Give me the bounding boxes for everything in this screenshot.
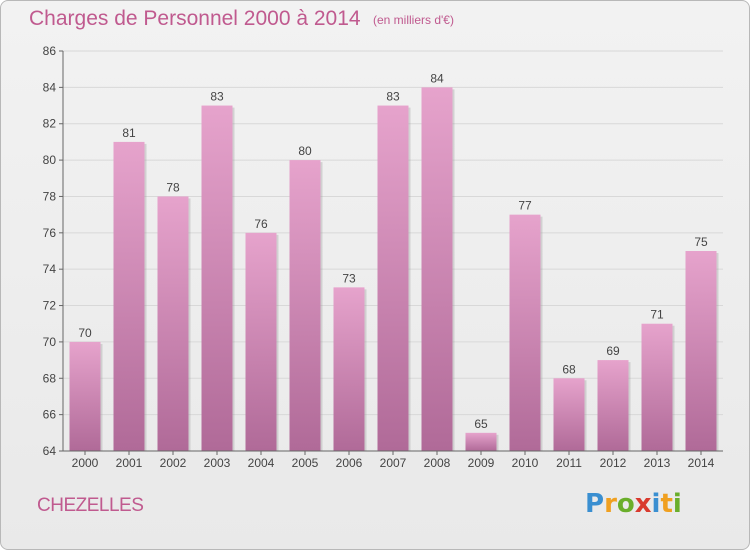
logo-letter: o (616, 489, 635, 519)
bar-2007 (377, 105, 409, 451)
y-tick-label: 84 (43, 80, 57, 94)
bar-2001 (113, 141, 145, 451)
x-tick-label: 2010 (512, 456, 539, 470)
bar-2011 (553, 378, 585, 451)
y-tick-label: 76 (43, 226, 57, 240)
x-tick-label: 2004 (248, 456, 275, 470)
logo-letter: x (634, 489, 652, 519)
y-tick-label: 82 (43, 117, 57, 131)
bar-2009 (465, 432, 497, 451)
data-label: 69 (606, 344, 620, 358)
y-tick-label: 78 (43, 189, 57, 203)
bar-2010 (509, 214, 541, 451)
x-tick-label: 2011 (556, 456, 582, 470)
bar-2005 (289, 160, 321, 451)
logo-letter: i (672, 489, 682, 519)
logo-letter: i (651, 489, 661, 519)
bar-2013 (641, 323, 673, 451)
proxiti-logo: Proxiti (585, 489, 682, 519)
x-tick-label: 2012 (600, 456, 627, 470)
bar-2012 (597, 360, 629, 451)
logo-letter: P (585, 489, 605, 519)
x-tick-label: 2000 (72, 456, 99, 470)
data-label: 83 (386, 90, 400, 104)
data-label: 81 (122, 126, 136, 140)
x-tick-label: 2013 (644, 456, 671, 470)
data-label: 84 (430, 71, 444, 85)
logo-letter: t (660, 489, 673, 519)
x-tick-label: 2003 (204, 456, 231, 470)
bar-2008 (421, 87, 453, 451)
data-label: 68 (562, 362, 576, 376)
y-tick-label: 74 (43, 262, 57, 276)
data-label: 83 (210, 90, 224, 104)
commune-name: CHEZELLES (37, 495, 144, 516)
y-tick-label: 64 (43, 444, 57, 458)
bar-2004 (245, 232, 277, 451)
x-tick-label: 2009 (468, 456, 495, 470)
bar-2006 (333, 287, 365, 451)
data-label: 70 (78, 326, 92, 340)
data-label: 75 (694, 235, 708, 249)
bar-2002 (157, 196, 189, 451)
data-label: 76 (254, 217, 268, 231)
y-tick-label: 70 (43, 335, 57, 349)
data-label: 73 (342, 271, 356, 285)
x-tick-label: 2014 (688, 456, 715, 470)
data-label: 78 (166, 180, 180, 194)
y-tick-label: 66 (43, 408, 57, 422)
x-tick-label: 2007 (380, 456, 407, 470)
y-tick-label: 72 (43, 299, 57, 313)
x-tick-label: 2005 (292, 456, 319, 470)
x-tick-label: 2001 (116, 456, 143, 470)
chart-subtitle: (en milliers d'€) (373, 13, 454, 27)
x-tick-label: 2006 (336, 456, 363, 470)
x-tick-label: 2008 (424, 456, 451, 470)
data-label: 80 (298, 144, 312, 158)
bar-2014 (685, 251, 717, 451)
x-tick-label: 2002 (160, 456, 187, 470)
data-label: 65 (474, 417, 488, 431)
data-label: 71 (650, 308, 664, 322)
data-label: 77 (518, 199, 532, 213)
y-tick-label: 68 (43, 371, 57, 385)
bar-2000 (69, 341, 101, 451)
y-tick-label: 80 (43, 153, 57, 167)
y-tick-label: 86 (43, 44, 57, 58)
logo-letter: r (604, 489, 617, 519)
chart-title: Charges de Personnel 2000 à 2014 (29, 7, 361, 30)
bar-2003 (201, 105, 233, 451)
